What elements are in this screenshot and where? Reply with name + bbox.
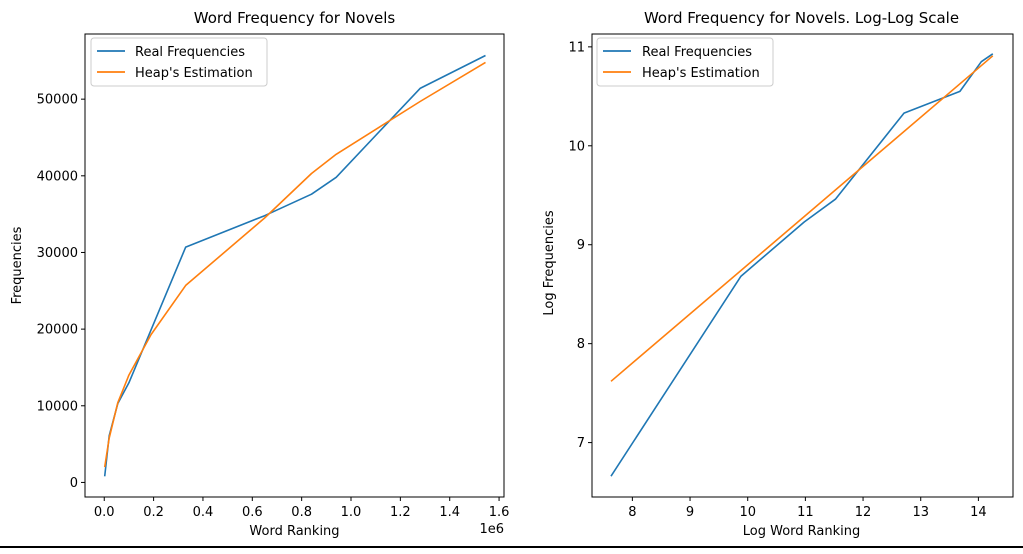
y-tick-label: 9 [577, 238, 585, 253]
x-tick-label: 0.2 [143, 505, 164, 520]
legend-label-real: Real Frequencies [135, 45, 245, 60]
y-tick-label: 30000 [37, 246, 78, 261]
y-tick-label: 7 [577, 436, 585, 451]
x-tick-label: 1.6 [489, 505, 510, 520]
x-axis-label: Word Ranking [249, 524, 339, 539]
legend-box [596, 37, 774, 87]
x-axis-label: Log Word Ranking [743, 524, 860, 539]
x-tick-label: 0.8 [291, 505, 312, 520]
y-ticks: 0 10000 20000 30000 40000 50000 [37, 93, 85, 491]
y-tick-label: 0 [70, 476, 78, 491]
legend-label-heaps: Heap's Estimation [135, 66, 253, 81]
x-tick-label: 0.4 [193, 505, 214, 520]
legend: Real Frequencies Heap's Estimation [90, 37, 268, 87]
plot-frame [591, 33, 1014, 498]
series-line-real-frequencies [610, 53, 994, 477]
chart-title: Word Frequency for Novels [194, 9, 396, 27]
y-tick-label: 20000 [37, 323, 78, 338]
y-tick-label: 40000 [37, 169, 78, 184]
y-tick-label: 11 [568, 40, 585, 55]
y-axis-label: Frequencies [10, 226, 25, 304]
x-ticks: 0.0 0.2 0.4 0.6 0.8 1.0 1.2 1.4 1.6 [94, 497, 510, 520]
plot-frame [84, 33, 505, 498]
y-tick-label: 10 [568, 139, 585, 154]
y-ticks: 7 8 9 10 11 [568, 40, 592, 451]
x-tick-label: 0.0 [94, 505, 115, 520]
series-layer [103, 54, 486, 477]
y-tick-label: 8 [577, 337, 585, 352]
x-tick-label: 13 [912, 505, 929, 520]
linear-chart: Word Frequency for Novels 0.0 0.2 0.4 0.6 0.… [10, 9, 509, 539]
series-line-heaps-estimation [103, 61, 486, 468]
legend-label-real: Real Frequencies [642, 45, 752, 60]
x-tick-label: 1.0 [341, 505, 362, 520]
chart-title: Word Frequency for Novels. Log-Log Scale [644, 9, 959, 27]
x-tick-label: 10 [739, 505, 756, 520]
x-tick-label: 1.2 [390, 505, 411, 520]
legend: Real Frequencies Heap's Estimation [596, 37, 774, 87]
y-tick-label: 10000 [37, 399, 78, 414]
x-tick-label: 12 [855, 505, 872, 520]
bottom-divider [0, 546, 1023, 548]
legend-box [90, 37, 268, 87]
x-tick-label: 11 [797, 505, 814, 520]
y-axis-label: Log Frequencies [542, 210, 557, 315]
log-log-chart: Word Frequency for Novels. Log-Log Scale… [542, 9, 1014, 539]
x-ticks: 8 9 10 11 12 13 14 [628, 497, 987, 520]
x-tick-label: 1.4 [439, 505, 460, 520]
x-offset-text: 1e6 [479, 522, 504, 537]
x-tick-label: 0.6 [242, 505, 263, 520]
y-tick-label: 50000 [37, 93, 78, 108]
x-tick-label: 8 [628, 505, 636, 520]
x-tick-label: 14 [970, 505, 987, 520]
series-line-heaps-estimation [610, 55, 994, 382]
series-layer [610, 53, 994, 477]
series-line-real-frequencies [103, 54, 486, 477]
x-tick-label: 9 [686, 505, 694, 520]
legend-label-heaps: Heap's Estimation [642, 66, 760, 81]
